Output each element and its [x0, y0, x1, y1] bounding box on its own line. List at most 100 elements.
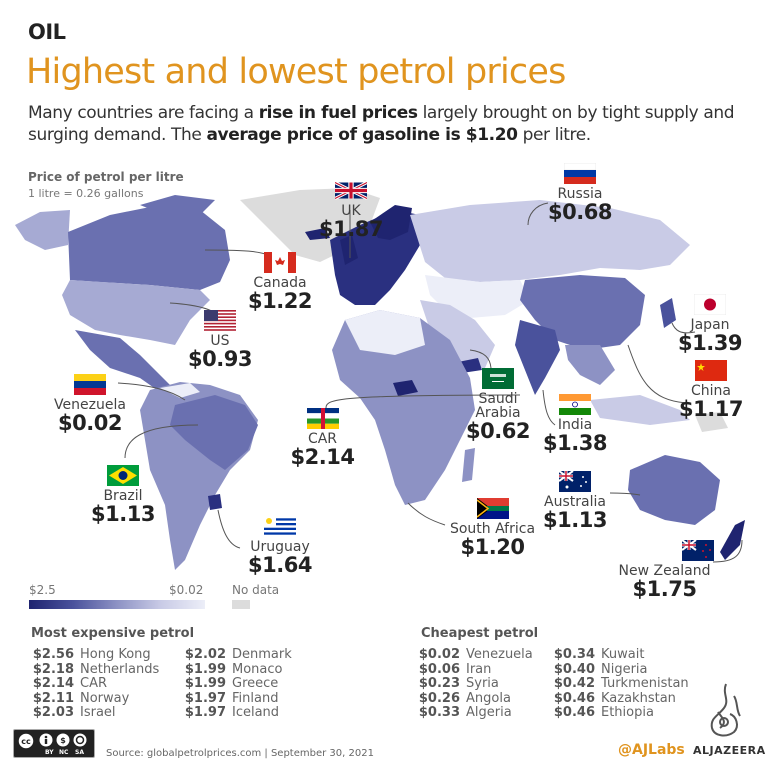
- madagascar-region: [462, 448, 475, 482]
- callout-australia: Australia $1.13: [540, 471, 610, 531]
- callout-new-zealand: New Zealand $1.75: [612, 540, 717, 600]
- country-name: New Zealand: [618, 563, 711, 579]
- callout-saudi-arabia: Saudi Arabia $0.62: [463, 368, 533, 442]
- callout-india: India $1.38: [540, 394, 610, 454]
- callout-china: China $1.17: [676, 360, 746, 420]
- country-name: South Africa: [449, 521, 536, 537]
- list-item: $0.23 Syria: [418, 676, 499, 691]
- list-item: $2.18 Netherlands: [32, 661, 160, 677]
- uruguay-region: [208, 494, 222, 510]
- country-name: Australia: [544, 494, 606, 510]
- list-item: $0.34 Kuwait: [553, 647, 645, 662]
- indonesia-region: [590, 395, 690, 425]
- country-price: $0.68: [548, 200, 612, 224]
- no-data-swatch: [232, 600, 250, 609]
- legend-subtitle: 1 litre = 0.26 gallons: [28, 187, 144, 200]
- callout-brazil: Brazil $1.13: [88, 465, 158, 525]
- legend-title: Price of petrol per litre: [28, 170, 184, 184]
- saudi-arabia-flag: [482, 368, 514, 389]
- list-item: $0.46 Ethiopia: [553, 705, 654, 720]
- subtitle-emphasis: average price of gasoline is $1.20: [206, 125, 518, 145]
- list-item: $0.42 Turkmenistan: [553, 676, 689, 691]
- list-item: $0.46 Kazakhstan: [553, 690, 676, 706]
- uk-flag: [335, 180, 367, 201]
- svg-text:cc: cc: [21, 737, 31, 746]
- list-item: $2.56 Hong Kong: [32, 647, 151, 662]
- license-nc: NC: [59, 749, 69, 756]
- india-flag: [559, 394, 591, 415]
- scandinavia-region: [370, 205, 412, 240]
- list-item: $2.11 Norway: [32, 690, 130, 706]
- country-name: CAR: [307, 431, 338, 447]
- cheapest-list-col1: $0.02 Venezuela $0.06 Iran $0.23 Syria $0.2…: [418, 647, 533, 721]
- cheapest-title: Cheapest petrol: [421, 626, 539, 641]
- country-price: $1.13: [91, 502, 155, 526]
- country-price: $1.39: [678, 331, 742, 355]
- no-data-label: No data: [232, 583, 280, 597]
- subtitle-text: per litre.: [517, 125, 592, 145]
- brazil-region: [170, 395, 258, 470]
- new-zealand-flag: [682, 540, 714, 561]
- country-price: $1.17: [679, 397, 743, 421]
- subtitle-text: Many countries are facing a: [28, 103, 259, 123]
- country-name: Saudi Arabia: [475, 391, 521, 421]
- color-scale-bar: [29, 600, 205, 609]
- subtitle: Many countries are facing a rise in fuel…: [28, 102, 758, 146]
- license-by: BY: [45, 749, 54, 756]
- country-name: UK: [341, 203, 361, 219]
- callout-canada: Canada $1.22: [240, 252, 320, 312]
- license-sa: SA: [75, 749, 84, 756]
- country-price: $2.14: [290, 445, 355, 469]
- callout-uruguay: Uruguay $1.64: [240, 516, 320, 576]
- alaska-region: [15, 210, 70, 250]
- svg-text:$: $: [60, 736, 66, 745]
- country-name: China: [691, 383, 731, 399]
- car-flag: [306, 408, 339, 429]
- country-price: $0.93: [188, 347, 252, 371]
- list-item: $0.02 Venezuela: [418, 647, 533, 662]
- callout-russia: Russia $0.68: [545, 163, 615, 223]
- country-price: $1.64: [248, 553, 312, 577]
- country-price: $1.38: [543, 431, 607, 455]
- list-item: $1.97 Finland: [184, 690, 279, 706]
- country-name: US: [210, 333, 230, 349]
- japan-region: [660, 298, 676, 328]
- subtitle-text: largely brought on by tight supply and s…: [28, 103, 735, 145]
- country-price: $0.62: [466, 419, 530, 443]
- country-name: Japan: [690, 317, 730, 333]
- country-name: Russia: [557, 186, 603, 202]
- australia-region: [628, 455, 720, 525]
- us-flag: [204, 310, 236, 331]
- mexico-region: [75, 330, 170, 392]
- middle-east-region: [420, 300, 495, 370]
- aljazeera-logo-icon: [710, 683, 741, 737]
- world-map: [15, 188, 745, 570]
- canada-region: [68, 205, 230, 290]
- callout-car: CAR $2.14: [290, 408, 355, 468]
- country-price: $1.22: [248, 289, 312, 313]
- png-region: [695, 412, 728, 432]
- source-note: Source: globalpetrolprices.com | Septemb…: [106, 748, 374, 759]
- list-item: $0.33 Algeria: [418, 705, 512, 720]
- creative-commons-badge: cc $ BY NC SA: [13, 729, 95, 758]
- callout-uk: UK $1.87: [316, 180, 386, 240]
- se-asia-region: [565, 345, 615, 385]
- callout-japan: Japan $1.39: [670, 294, 750, 354]
- country-name: Brazil: [103, 488, 143, 504]
- scale-high-label: $2.5: [29, 583, 56, 597]
- country-name: Uruguay: [250, 539, 310, 555]
- kicker: OIL: [28, 20, 66, 44]
- north-africa-region: [345, 310, 425, 355]
- list-item: $2.03 Israel: [32, 705, 116, 720]
- brazil-flag: [107, 465, 139, 486]
- aljazeera-wordmark: ALJAZEERA: [693, 744, 766, 757]
- south-africa-flag: [476, 498, 509, 519]
- country-price: $1.13: [543, 508, 607, 532]
- cheapest-list-col2: $0.34 Kuwait $0.40 Nigeria $0.42 Turkmenist…: [553, 647, 689, 721]
- ajlabs-handle: @AJLabs: [618, 742, 685, 758]
- country-price: $1.75: [632, 577, 697, 601]
- list-item: $0.06 Iran: [418, 661, 492, 677]
- china-flag: [695, 360, 727, 381]
- most-expensive-list-col1: $2.56 Hong Kong $2.18 Netherlands $2.14 CAR…: [28, 647, 160, 721]
- uk-region: [340, 235, 358, 265]
